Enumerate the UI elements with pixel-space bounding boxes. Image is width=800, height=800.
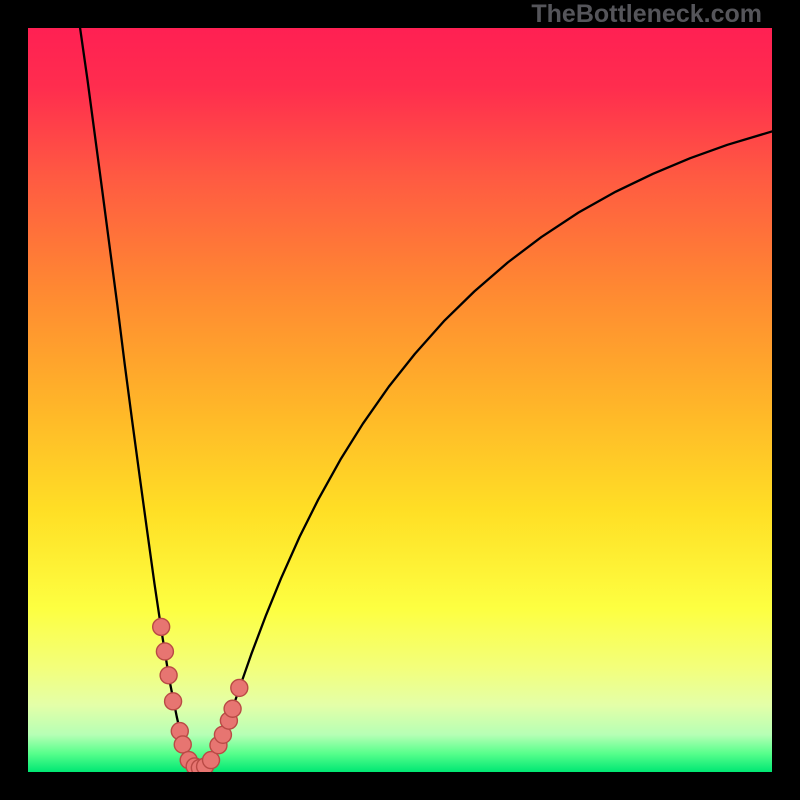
image-frame: TheBottleneck.com <box>0 0 800 800</box>
data-point-marker <box>156 643 173 660</box>
data-point-marker <box>160 667 177 684</box>
watermark-text: TheBottleneck.com <box>531 0 762 29</box>
plot-area <box>28 28 772 772</box>
data-point-marker <box>165 693 182 710</box>
gradient-background <box>28 28 772 772</box>
chart-svg <box>28 28 772 772</box>
data-point-marker <box>174 736 191 753</box>
data-point-marker <box>224 700 241 717</box>
data-point-marker <box>231 679 248 696</box>
data-point-marker <box>153 618 170 635</box>
